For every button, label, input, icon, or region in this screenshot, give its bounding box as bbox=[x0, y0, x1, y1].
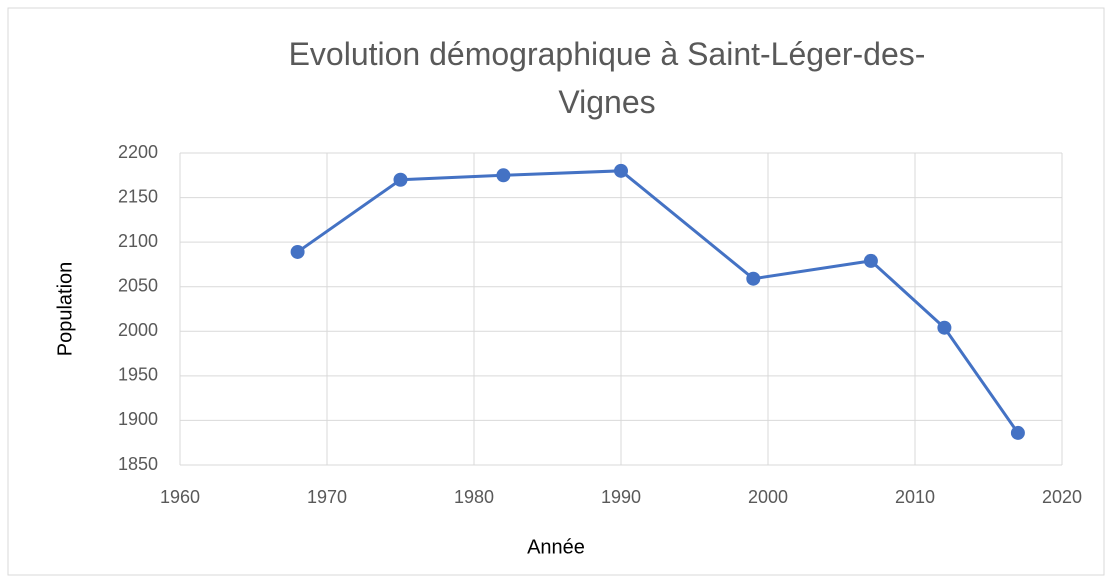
line bbox=[296, 169, 1020, 434]
y-axis-label: Population bbox=[54, 262, 76, 357]
y-tick-label: 1850 bbox=[118, 454, 158, 474]
x-tick-label: 1990 bbox=[601, 487, 641, 507]
y-tick-label: 2150 bbox=[118, 186, 158, 206]
marker bbox=[290, 244, 305, 259]
marker bbox=[614, 163, 628, 178]
y-tick-label: 2000 bbox=[118, 320, 158, 340]
x-tick-label: 1960 bbox=[160, 487, 200, 507]
x-axis-label: Année bbox=[527, 536, 585, 558]
y-tick-label: 2200 bbox=[118, 142, 158, 162]
y-tick-label: 2050 bbox=[118, 275, 158, 295]
x-tick-label: 1980 bbox=[454, 487, 494, 507]
y-tick-label: 1950 bbox=[118, 365, 158, 385]
x-tick-label: 2020 bbox=[1042, 487, 1082, 507]
chart-title: Evolution démographique à Saint-Léger-de… bbox=[288, 36, 926, 120]
marker bbox=[746, 271, 761, 286]
x-tick-label: 2010 bbox=[895, 487, 935, 507]
y-tick-label: 2100 bbox=[118, 231, 158, 251]
marker bbox=[1010, 425, 1025, 440]
marker bbox=[863, 253, 878, 268]
x-tick-label: 1970 bbox=[307, 487, 347, 507]
chart-frame bbox=[7, 7, 1105, 576]
y-tick-label: 1900 bbox=[118, 409, 158, 429]
x-tick-label: 2000 bbox=[748, 487, 788, 507]
marker bbox=[393, 172, 408, 187]
marker bbox=[937, 320, 952, 335]
marker bbox=[496, 168, 511, 183]
